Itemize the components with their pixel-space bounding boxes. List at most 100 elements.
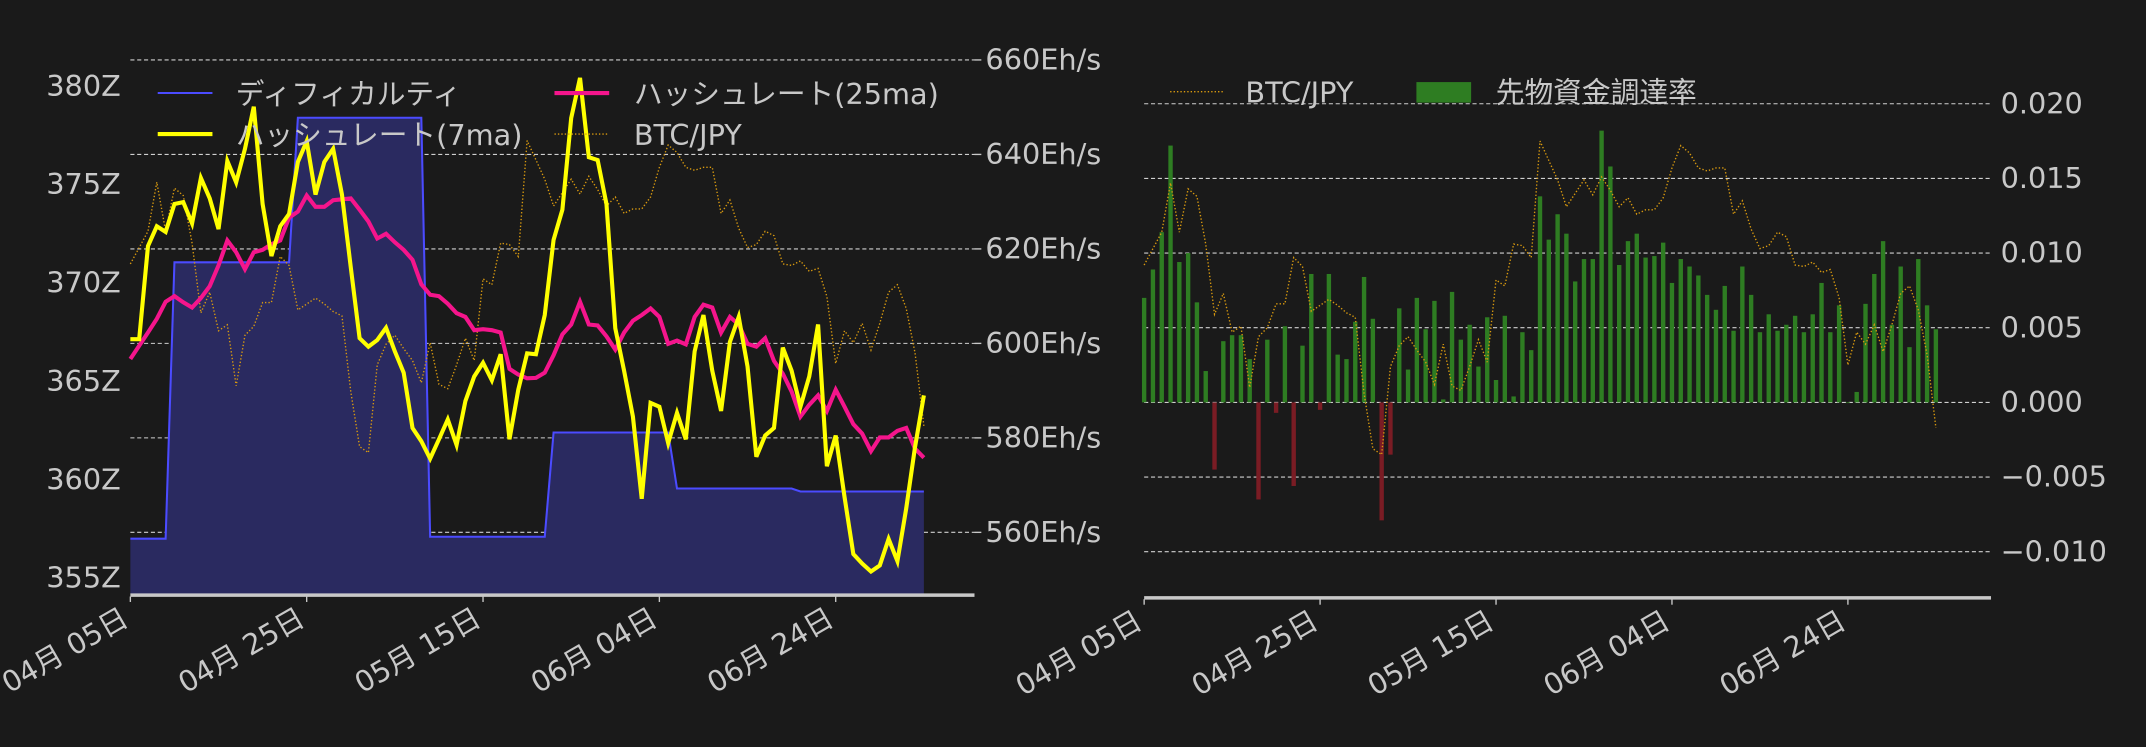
left-axis-tick-label: 355Z — [46, 561, 121, 595]
funding-rate-bar — [1678, 259, 1683, 403]
funding-rate-bar — [1828, 332, 1833, 403]
right-axis-tick-label: 0.000 — [2001, 385, 2083, 419]
funding-rate-bar — [1388, 402, 1393, 455]
right-axis-tick-label: 580Eh/s — [985, 420, 1101, 454]
funding-rate-bar — [1555, 214, 1560, 403]
funding-rate-bar — [1282, 326, 1288, 403]
funding-rate-bar — [1291, 402, 1296, 487]
funding-rate-bar — [1502, 315, 1508, 403]
legend-label-funding-rate: 先物資金調達率 — [1496, 76, 1697, 110]
funding-rate-bar — [1564, 233, 1569, 403]
funding-rate-bar — [1265, 339, 1270, 403]
x-axis-tick-label: 04月 05日 — [0, 600, 134, 699]
funding-rate-bar — [1669, 282, 1675, 403]
funding-rate-bar — [1326, 273, 1332, 403]
funding-rate-bar — [1353, 321, 1358, 403]
funding-rate-bar — [1432, 300, 1437, 403]
funding-rate-bar — [1792, 315, 1798, 403]
funding-rate-bar — [1801, 332, 1807, 403]
legend-label-hashrate-25ma: ハッシュレート(25ma) — [634, 77, 939, 111]
right-axis-tick-label: −0.010 — [2001, 534, 2107, 568]
funding-rate-bar — [1449, 291, 1455, 403]
funding-rate-bar — [1775, 330, 1780, 403]
funding-rate-bar — [1529, 350, 1534, 403]
funding-rate-bar — [1159, 232, 1164, 403]
funding-rate-bar — [1933, 329, 1939, 403]
funding-rate-bar — [1441, 399, 1446, 403]
funding-rate-bar — [1177, 262, 1182, 403]
funding-rate-bar — [1660, 242, 1666, 403]
funding-rate-bar — [1458, 339, 1464, 403]
funding-rate-bar — [1599, 130, 1604, 403]
funding-rate-bar — [1766, 314, 1771, 403]
funding-rate-bar — [1476, 366, 1481, 403]
funding-rate-bar — [1907, 347, 1912, 403]
funding-rate-bar — [1652, 256, 1657, 403]
funding-rate-bar — [1872, 273, 1877, 403]
right-axis-tick-label: 660Eh/s — [985, 43, 1101, 77]
funding-rate-bar — [1634, 233, 1639, 403]
funding-rate-bar — [1819, 282, 1824, 403]
funding-rate-bar — [1898, 266, 1903, 403]
left-axis-tick-label: 365Z — [46, 364, 121, 398]
funding-rate-bar — [1405, 369, 1411, 403]
funding-rate-bar — [1590, 259, 1595, 403]
left-axis-tick-label: 360Z — [46, 462, 121, 496]
funding-rate-bar — [1713, 309, 1719, 403]
funding-rate-bar — [1168, 145, 1173, 403]
funding-rate-bar — [1414, 297, 1420, 403]
funding-rate-bar — [1370, 318, 1376, 403]
left-axis-tick-label: 380Z — [46, 69, 121, 103]
hashrate-7ma-line — [130, 77, 926, 575]
x-axis-tick-label: 06月 04日 — [525, 600, 663, 699]
funding-rate-bar — [1810, 314, 1815, 403]
x-axis-tick-label: 06月 24日 — [701, 600, 839, 699]
funding-rate-bar — [1185, 253, 1191, 403]
funding-rate-bar — [1203, 371, 1208, 403]
funding-rate-bar — [1704, 294, 1710, 403]
funding-rate-bar — [1423, 329, 1428, 403]
x-axis-tick-label: 06月 04日 — [1538, 603, 1676, 702]
funding-rate-bar — [1221, 341, 1226, 403]
funding-rate-bar — [1854, 391, 1859, 403]
hashrate-difficulty-chart: 560Eh/s 580Eh/s 600Eh/s 620Eh/s 640Eh/s 660Eh… — [0, 43, 1101, 700]
funding-rate-bar — [1379, 402, 1384, 521]
btc-jpy-line — [129, 140, 925, 454]
difficulty-line — [130, 116, 924, 540]
x-axis-tick-label: 06月 24日 — [1713, 603, 1851, 702]
funding-rate-bar — [1722, 285, 1727, 403]
right-axis-tick-label: 0.020 — [2001, 86, 2083, 120]
funding-rate-bar — [1687, 266, 1692, 403]
funding-rate-chart: −0.010 −0.005 0.000 0.005 0.010 0.015 0.020 04月… — [1010, 86, 2107, 702]
funding-rate-bar — [1537, 196, 1543, 403]
legend-label-hashrate-7ma: ハッシュレート(7ma) — [236, 118, 523, 152]
funding-rate-bar — [1520, 332, 1525, 403]
funding-rate-bar — [1361, 276, 1367, 403]
funding-rate-bar — [1141, 297, 1147, 403]
right-axis-tick-label: −0.005 — [2001, 460, 2107, 494]
funding-rate-bar — [1880, 241, 1886, 403]
funding-rate-bar — [1309, 273, 1314, 403]
funding-rate-bar — [1889, 324, 1895, 403]
funding-rate-bar — [1467, 324, 1472, 403]
funding-rate-bar — [1485, 317, 1490, 403]
right-axis-tick-label: 560Eh/s — [985, 515, 1101, 549]
left-axis-tick-label: 375Z — [46, 167, 121, 201]
funding-rate-bar — [1344, 359, 1349, 403]
funding-rate-bar — [1317, 402, 1323, 410]
right-axis-tick-label: 640Eh/s — [985, 137, 1101, 171]
funding-rate-bar — [1784, 324, 1789, 403]
funding-rate-bar — [1731, 330, 1736, 403]
funding-rate-bar — [1229, 335, 1235, 403]
funding-rate-bar — [1608, 166, 1613, 403]
funding-rate-bar — [1256, 402, 1261, 500]
funding-rate-bar — [1511, 396, 1516, 403]
left-axis-tick-label: 370Z — [46, 266, 121, 300]
funding-rate-bar — [1300, 345, 1305, 403]
funding-rate-bar — [1247, 359, 1252, 403]
right-axis-tick-label: 600Eh/s — [985, 326, 1101, 360]
btc-jpy-line — [1143, 140, 1937, 456]
funding-rate-bar — [1335, 354, 1340, 403]
funding-rate-bar — [1150, 269, 1156, 403]
